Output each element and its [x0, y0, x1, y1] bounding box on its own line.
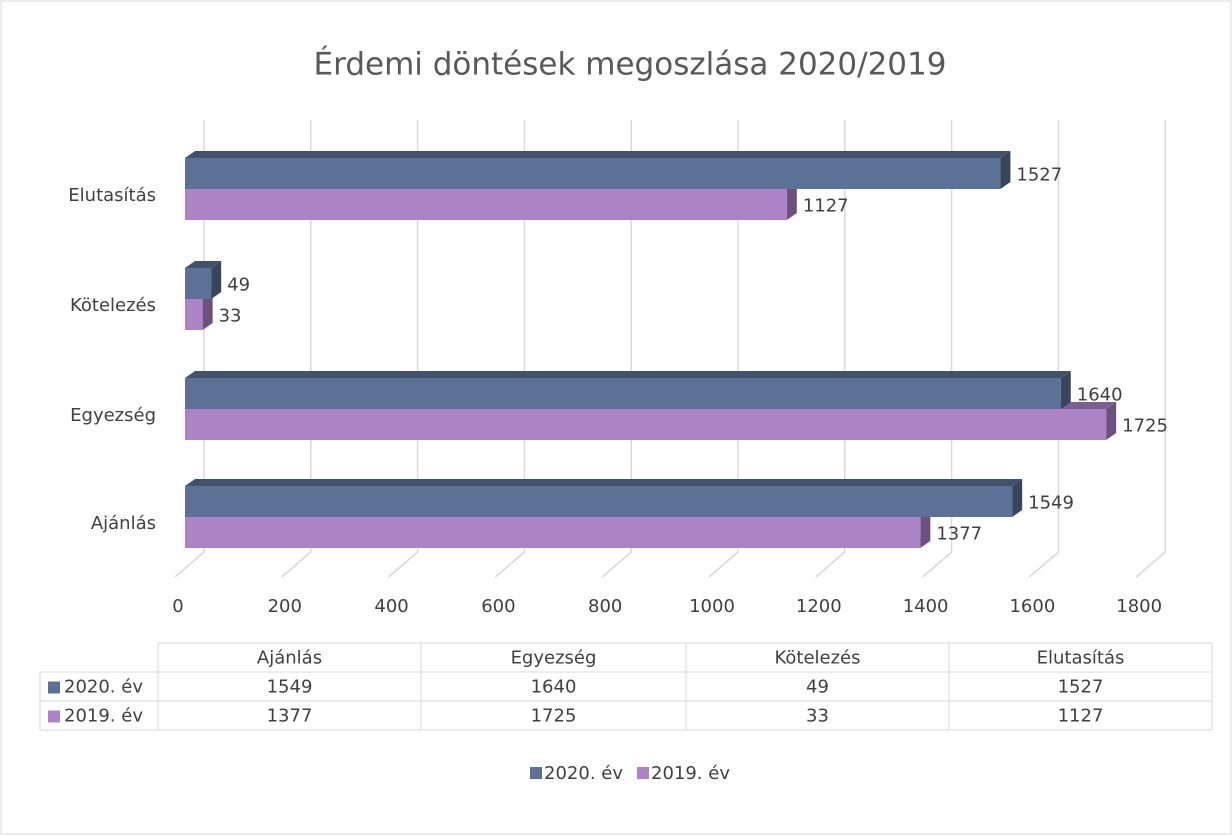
grid-line	[494, 120, 526, 578]
grid-line	[708, 120, 739, 578]
chart-title: Érdemi döntések megoszlása 2020/2019	[314, 47, 947, 83]
grid-line	[922, 120, 953, 578]
table-row-label: 2019. év	[64, 706, 143, 727]
bar	[185, 409, 1107, 440]
table-cell: 1127	[1058, 706, 1104, 727]
value-label: 1549	[1028, 493, 1074, 514]
bar	[185, 517, 921, 548]
table-row-label: 2020. év	[64, 677, 143, 698]
legend-label: 2020. év	[544, 763, 623, 784]
legend-label: 2019. év	[651, 763, 730, 784]
table-cell: 1549	[267, 677, 313, 698]
y-tick-label: Ajánlás	[91, 513, 156, 534]
bar-top	[185, 479, 1023, 486]
x-tick-label: 800	[588, 596, 622, 617]
bar	[185, 158, 1001, 189]
y-tick-label: Kötelezés	[70, 295, 156, 316]
bar-side	[1000, 151, 1011, 189]
table-header: Elutasítás	[1037, 648, 1125, 669]
grid-line	[815, 120, 846, 578]
table-legend-key	[48, 710, 60, 723]
x-tick-label: 1000	[689, 596, 735, 617]
bar-top	[185, 371, 1071, 378]
grid-line	[388, 120, 419, 578]
x-tick-label: 600	[481, 596, 515, 617]
table-cell: 1527	[1058, 677, 1104, 698]
x-tick-label: 1200	[796, 596, 842, 617]
bar-side	[1060, 371, 1071, 409]
x-tick-label: 1600	[1009, 596, 1055, 617]
table-cell: 1377	[267, 706, 313, 727]
x-tick-label: 400	[374, 596, 408, 617]
legend-key	[637, 767, 649, 779]
value-label: 1377	[936, 524, 982, 545]
bar	[185, 486, 1013, 517]
value-label: 1127	[803, 196, 849, 217]
bar-side	[1106, 402, 1117, 440]
bar-side	[211, 261, 222, 299]
bar-side	[920, 510, 931, 548]
value-label: 49	[227, 275, 250, 296]
grid-line	[1028, 120, 1060, 578]
table-cell: 1640	[531, 677, 577, 698]
grid-line	[1135, 120, 1166, 578]
y-tick-label: Elutasítás	[68, 185, 156, 206]
bar	[185, 299, 203, 330]
legend: 2020. év 2019. év	[530, 763, 730, 784]
table-cell: 49	[806, 677, 829, 698]
table-header: Egyezség	[511, 648, 597, 669]
x-tick-label: 1800	[1116, 596, 1162, 617]
bar-top	[185, 261, 222, 268]
bar	[185, 378, 1061, 409]
table-header: Ajánlás	[257, 648, 322, 669]
bar	[185, 268, 212, 299]
legend-key	[530, 767, 543, 779]
bar-top	[185, 151, 1011, 158]
table-cell: 1725	[531, 706, 577, 727]
bar-side	[202, 292, 213, 330]
grid-line	[601, 120, 632, 578]
y-tick-label: Egyezség	[70, 405, 156, 426]
table-legend-key	[48, 681, 60, 694]
bar	[185, 189, 787, 220]
bar-side	[1012, 479, 1023, 517]
value-label: 33	[219, 306, 242, 327]
x-tick-label: 1400	[903, 596, 949, 617]
bar-side	[786, 182, 797, 220]
value-label: 1527	[1016, 165, 1062, 186]
table-cell: 33	[806, 706, 829, 727]
x-tick-label: 0	[172, 596, 183, 617]
grid-line	[281, 120, 312, 578]
table-header: Kötelezés	[774, 648, 860, 669]
value-label: 1640	[1077, 385, 1123, 406]
value-label: 1725	[1122, 416, 1168, 437]
x-tick-label: 200	[268, 596, 302, 617]
